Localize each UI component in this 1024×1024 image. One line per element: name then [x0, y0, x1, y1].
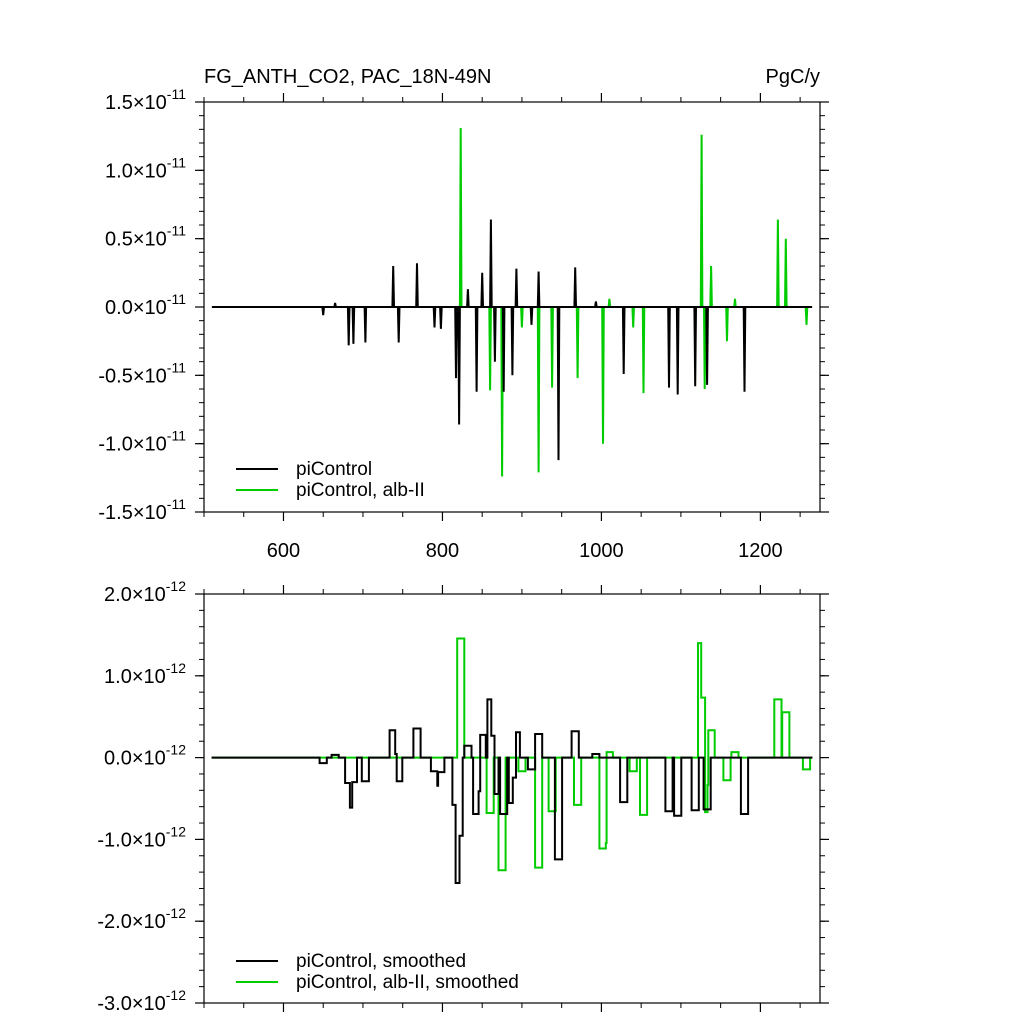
y-tick-label: 1.0×10-11: [105, 154, 186, 182]
y-tick-label: -1.0×10-11: [98, 428, 186, 456]
y-tick-label: 1.5×10-11: [105, 86, 186, 114]
bottom-panel: -3.0×10-12 -2.0×10-12 -1.0×10-12 0.0×10-12 1…: [97, 578, 829, 1015]
top-y-tick-labels: -1.5×10-11 -1.0×10-11 -0.5×10-11 0.0×10-11 0…: [98, 86, 186, 524]
series-picontrol: [211, 219, 813, 461]
chart-title: FG_ANTH_CO2, PAC_18N-49N: [204, 66, 492, 88]
legend-label-picontrol-smoothed: piControl, smoothed: [296, 951, 466, 972]
x-tick-label: 1200: [738, 540, 783, 562]
x-tick-label: 800: [426, 540, 459, 562]
bottom-plot-frame: [203, 593, 821, 1004]
top-tick-marks: [195, 93, 829, 521]
y-tick-label: -1.0×10-12: [97, 823, 186, 851]
y-tick-label: 0.0×10-11: [105, 291, 186, 319]
units-label: PgC/y: [766, 66, 820, 88]
bottom-y-tick-labels: -3.0×10-12 -2.0×10-12 -1.0×10-12 0.0×10-12 1…: [97, 578, 186, 1015]
top-legend: piControl piControl, alb-II: [236, 459, 425, 501]
bottom-legend: piControl, smoothed piControl, alb-II, s…: [236, 951, 519, 993]
top-plot-frame: [203, 101, 821, 513]
y-tick-label: -2.0×10-12: [97, 905, 186, 933]
legend-label-alb-ii: piControl, alb-II: [296, 480, 425, 501]
bottom-tick-marks: [195, 585, 829, 1012]
series-picontrol-smoothed: [211, 698, 813, 884]
y-tick-label: 2.0×10-12: [104, 578, 186, 606]
top-x-tick-labels: 600 800 1000 1200: [267, 540, 783, 562]
y-tick-label: 0.5×10-11: [105, 223, 186, 251]
series-line-picontrol: [211, 219, 813, 461]
x-tick-label: 600: [267, 540, 300, 562]
legend-label-picontrol: piControl: [296, 459, 372, 480]
series-line-picontrol-smoothed: [211, 698, 813, 884]
top-panel: FG_ANTH_CO2, PAC_18N-49N PgC/y -1.5×10-1…: [98, 66, 829, 562]
y-tick-label: 0.0×10-12: [104, 742, 186, 770]
y-tick-label: -0.5×10-11: [98, 359, 186, 387]
y-tick-label: -1.5×10-11: [98, 496, 186, 524]
x-tick-label: 1000: [579, 540, 624, 562]
legend-label-alb-ii-smoothed: piControl, alb-II, smoothed: [296, 972, 519, 993]
y-tick-label: -3.0×10-12: [97, 987, 186, 1015]
y-tick-label: 1.0×10-12: [104, 660, 186, 688]
